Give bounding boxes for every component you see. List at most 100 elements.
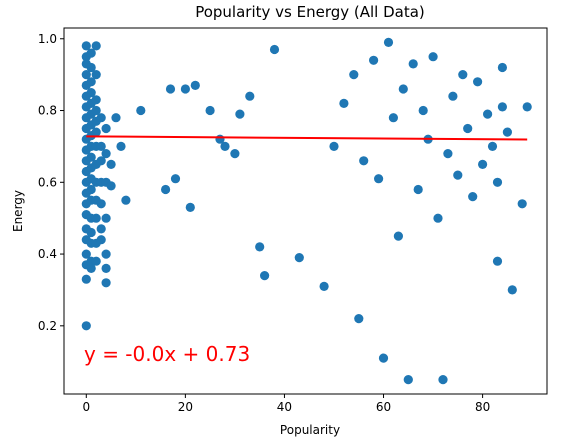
scatter-point	[492, 177, 503, 187]
scatter-point	[121, 195, 131, 205]
scatter-point	[354, 314, 364, 324]
scatter-point	[86, 88, 96, 98]
scatter-point	[101, 263, 111, 273]
scatter-point	[86, 48, 96, 58]
scatter-point	[393, 231, 403, 241]
scatter-point	[86, 77, 96, 87]
scatter-point	[91, 256, 101, 266]
scatter-point	[81, 41, 91, 51]
scatter-point	[136, 105, 146, 116]
scatter-point	[111, 113, 121, 123]
scatter-point	[180, 84, 190, 94]
scatter-point	[497, 62, 507, 73]
scatter-point	[378, 353, 389, 363]
scatter-point	[433, 213, 443, 223]
scatter-point	[81, 249, 91, 259]
y-tick-label: 0.6	[38, 175, 57, 189]
scatter-point	[230, 149, 240, 159]
scatter-point	[86, 184, 96, 195]
scatter-point	[339, 98, 349, 108]
scatter-point	[388, 113, 398, 123]
scatter-point	[86, 263, 96, 273]
scatter-point	[502, 127, 512, 137]
scatter-point	[91, 213, 101, 223]
y-tick-label: 0.2	[38, 319, 57, 333]
scatter-point	[106, 159, 116, 169]
scatter-point	[205, 105, 215, 116]
scatter-point	[369, 55, 379, 65]
scatter-point	[487, 141, 498, 151]
scatter-point	[165, 84, 176, 94]
scatter-point	[86, 227, 96, 238]
scatter-point	[101, 278, 111, 288]
scatter-point	[96, 141, 106, 151]
x-tick-label: 40	[277, 400, 292, 414]
scatter-point	[235, 109, 245, 119]
x-axis-label: Popularity	[280, 423, 340, 437]
scatter-point	[473, 77, 483, 87]
scatter-point	[96, 113, 106, 123]
scatter-point	[408, 59, 418, 69]
regression-equation: y = -0.0x + 0.73	[84, 342, 250, 366]
scatter-point	[374, 174, 384, 184]
y-tick-label: 0.4	[38, 247, 57, 261]
scatter-point	[522, 102, 532, 112]
scatter-point	[463, 123, 473, 134]
scatter-point	[86, 62, 96, 73]
scatter-points	[81, 37, 532, 385]
scatter-point	[507, 285, 517, 295]
scatter-point	[116, 141, 126, 151]
scatter-point	[428, 52, 438, 62]
chart-title: Popularity vs Energy (All Data)	[195, 3, 425, 21]
scatter-point	[91, 127, 101, 137]
scatter-point	[448, 91, 458, 101]
scatter-point	[329, 141, 339, 151]
scatter-point	[161, 184, 171, 195]
scatter-point	[185, 202, 195, 212]
regression-line	[86, 135, 528, 141]
scatter-point	[413, 184, 423, 195]
scatter-point	[260, 271, 270, 281]
scatter-point	[96, 156, 106, 166]
scatter-point	[96, 235, 106, 245]
scatter-point	[269, 44, 280, 55]
scatter-point	[190, 80, 200, 90]
scatter-point	[478, 159, 488, 169]
scatter-point	[220, 141, 230, 151]
scatter-point	[319, 281, 329, 291]
x-axis-ticks: 0 20 40 60 80	[82, 394, 490, 414]
scatter-point	[81, 274, 91, 284]
scatter-point	[86, 152, 96, 162]
scatter-point	[81, 321, 91, 331]
scatter-point	[91, 70, 101, 80]
y-tick-label: 0.8	[38, 104, 57, 118]
scatter-point	[101, 123, 111, 134]
scatter-point	[106, 181, 116, 191]
scatter-point	[170, 174, 181, 184]
scatter-point	[443, 149, 453, 159]
scatter-point	[101, 149, 111, 159]
y-axis-ticks: 0.2 0.4 0.6 0.8 1.0	[38, 32, 64, 333]
scatter-point	[96, 199, 106, 209]
scatter-point	[101, 213, 111, 223]
scatter-point	[497, 102, 507, 112]
scatter-point	[359, 156, 369, 166]
scatter-point	[101, 249, 111, 259]
y-tick-label: 1.0	[38, 32, 57, 46]
scatter-point	[294, 253, 304, 263]
x-tick-label: 0	[82, 400, 90, 414]
scatter-point	[492, 256, 503, 266]
x-tick-label: 20	[178, 400, 193, 414]
scatter-point	[453, 170, 463, 180]
scatter-point	[255, 242, 265, 252]
plot-area-frame	[63, 27, 548, 395]
scatter-point	[517, 199, 527, 209]
scatter-point	[483, 109, 493, 119]
scatter-point	[91, 105, 101, 116]
scatter-point	[438, 375, 448, 385]
scatter-point	[403, 375, 413, 385]
scatter-point	[468, 192, 478, 202]
scatter-point	[91, 41, 101, 51]
